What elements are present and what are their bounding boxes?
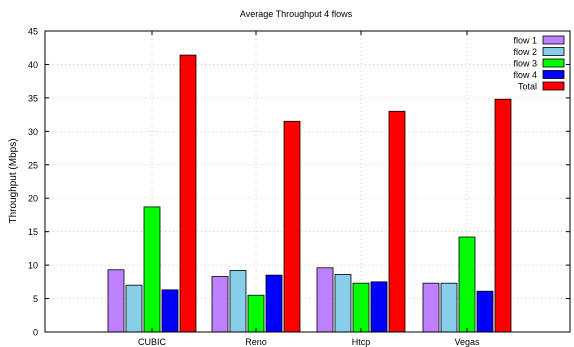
y-tick-label: 20 — [28, 194, 38, 204]
legend-swatch — [542, 81, 565, 91]
legend-swatch — [542, 58, 565, 68]
bar-flow-3 — [143, 206, 161, 333]
y-tick-label: 15 — [28, 227, 38, 237]
bar-flow-1 — [422, 282, 440, 333]
bar-total — [494, 98, 512, 333]
bars — [107, 54, 512, 333]
legend-swatch — [542, 35, 565, 45]
plot-frame — [44, 30, 571, 333]
axes: 0 5 10 15 20 25 30 35 40 45 CUBIC Reno Htcp Vegas — [28, 27, 570, 347]
bar-flow-2 — [334, 274, 352, 333]
bar-total — [179, 54, 197, 333]
legend-label: flow 1 — [513, 36, 537, 46]
bar-flow-4 — [161, 289, 179, 333]
y-tick-label: 0 — [33, 328, 38, 338]
bar-flow-2 — [229, 270, 247, 333]
x-tick-label: Reno — [245, 337, 267, 347]
y-tick-label: 35 — [28, 93, 38, 103]
bar-flow-2 — [440, 282, 458, 333]
bar-flow-1 — [107, 269, 125, 333]
y-tick-label: 25 — [28, 160, 38, 170]
y-tick-label: 30 — [28, 127, 38, 137]
y-tick-label: 10 — [28, 261, 38, 271]
x-tick-label: Vegas — [454, 337, 480, 347]
bar-flow-4 — [476, 290, 494, 333]
bar-flow-2 — [125, 284, 143, 333]
bar-flow-3 — [247, 294, 265, 333]
y-tick-label: 40 — [28, 60, 38, 70]
x-tick-label: Htcp — [352, 337, 371, 347]
legend-label: Total — [518, 82, 537, 92]
bar-flow-1 — [211, 276, 229, 333]
legend-label: flow 3 — [513, 59, 537, 69]
legend-swatch — [542, 70, 565, 79]
bar-flow-3 — [458, 236, 476, 333]
bar-total — [283, 120, 301, 333]
x-tick-label: CUBIC — [138, 337, 167, 347]
bar-flow-4 — [370, 281, 388, 333]
bar-total — [388, 110, 406, 333]
y-tick-label: 45 — [28, 27, 38, 37]
bar-flow-1 — [316, 267, 334, 333]
chart-title: Average Throughput 4 flows — [240, 9, 353, 19]
legend-label: flow 2 — [513, 47, 537, 57]
legend-swatch — [542, 47, 565, 56]
bar-flow-4 — [265, 274, 283, 333]
legend-label: flow 4 — [513, 70, 537, 80]
y-axis-label: Throughput (Mbps) — [8, 138, 19, 223]
y-tick-label: 5 — [33, 294, 38, 304]
bar-flow-3 — [352, 282, 370, 333]
